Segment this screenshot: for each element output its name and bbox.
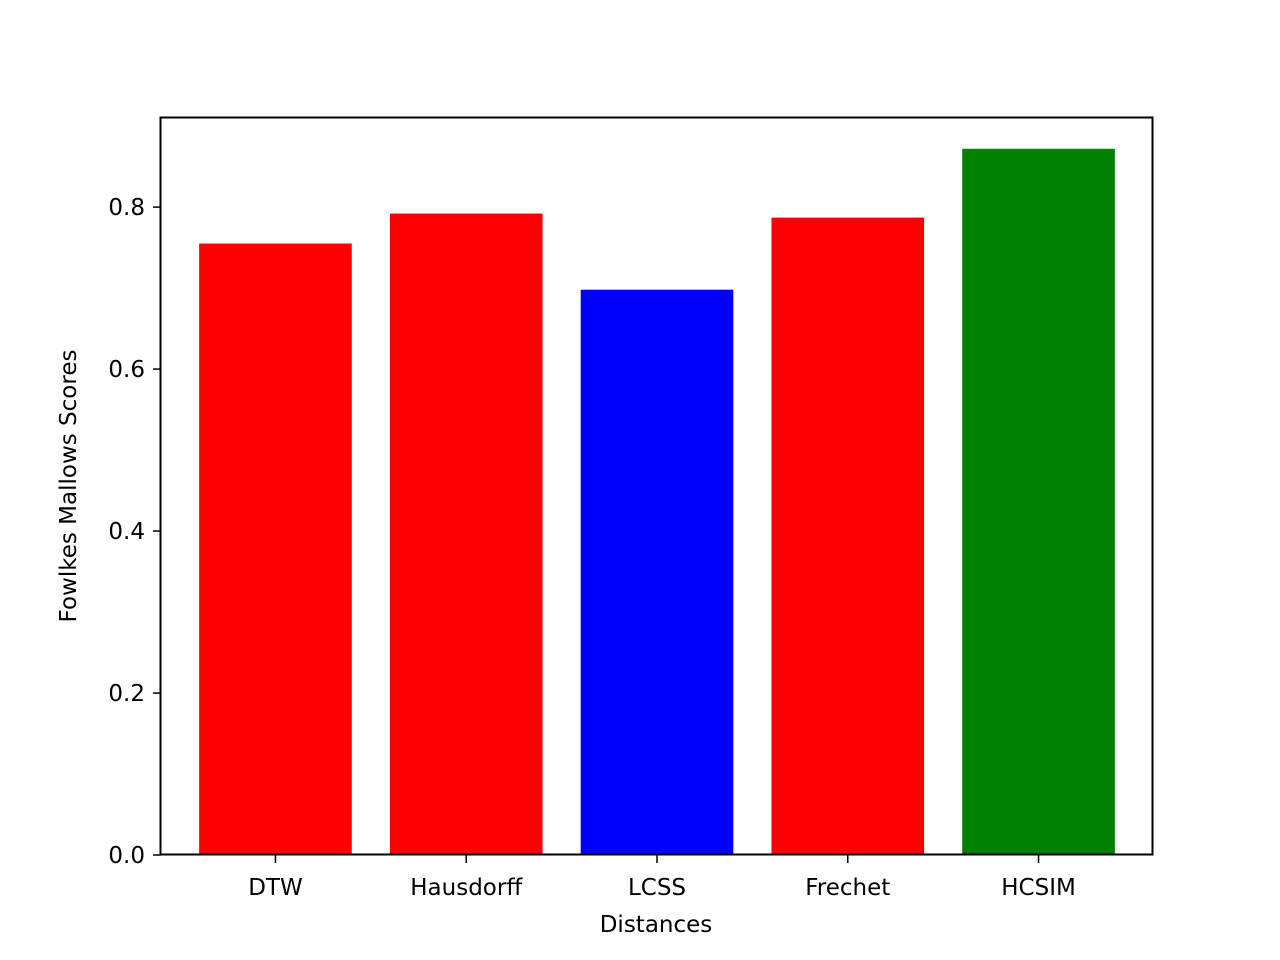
y-tick-label: 0.8 xyxy=(108,195,145,221)
bar-dtw xyxy=(199,243,352,855)
y-tick-label: 0.0 xyxy=(108,843,145,869)
y-axis-title: Fowlkes Mallows Scores xyxy=(56,350,82,623)
y-tick-label: 0.2 xyxy=(108,681,145,707)
bar-hcsim xyxy=(962,148,1115,855)
x-tick-label: HCSIM xyxy=(1001,875,1076,901)
x-tick-label: Frechet xyxy=(805,875,890,901)
y-tick-label: 0.4 xyxy=(108,519,145,545)
y-tick-label: 0.6 xyxy=(108,357,145,383)
bar-hausdorff xyxy=(389,213,543,855)
x-axis-title: Distances xyxy=(600,912,713,938)
plot-frame xyxy=(159,116,1154,856)
ticks-layer: DTW Hausdorff LCSS Frechet HCSIM 0.0 0.2 0.4 0.6… xyxy=(108,195,1075,901)
bars-layer xyxy=(199,148,1115,855)
bar-frechet xyxy=(771,217,925,855)
x-tick-label: DTW xyxy=(248,875,303,901)
x-tick-label: LCSS xyxy=(628,875,686,901)
x-tick-label: Hausdorff xyxy=(410,875,523,901)
bar-lcss xyxy=(580,289,734,855)
